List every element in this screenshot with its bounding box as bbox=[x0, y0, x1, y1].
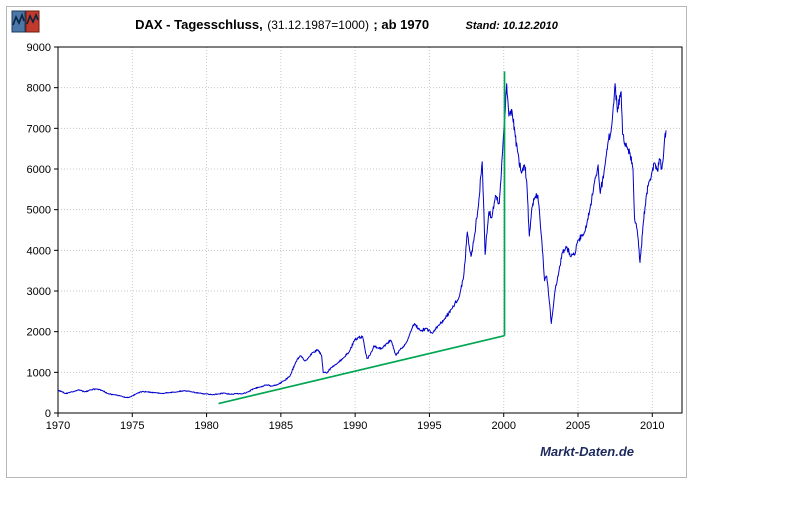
x-axis-label: 1990 bbox=[343, 420, 367, 432]
x-axis-label: 1985 bbox=[269, 420, 293, 432]
chart-title-suffix: ; ab 1970 bbox=[373, 17, 430, 32]
y-axis-label: 9000 bbox=[27, 42, 51, 54]
chart-title-paren: (31.12.1987=1000) bbox=[267, 18, 369, 32]
x-axis-label: 2000 bbox=[491, 420, 515, 432]
chart-frame: DAX - Tagesschluss, (31.12.1987=1000) ; … bbox=[6, 6, 687, 478]
x-axis-label: 1980 bbox=[194, 420, 218, 432]
support-trend-line bbox=[218, 334, 505, 405]
y-axis-label: 7000 bbox=[27, 123, 51, 135]
y-axis-label: 6000 bbox=[27, 164, 51, 176]
y-axis-label: 5000 bbox=[27, 205, 51, 217]
y-axis-label: 0 bbox=[45, 408, 51, 420]
y-axis-label: 2000 bbox=[27, 327, 51, 339]
y-axis-label: 8000 bbox=[27, 83, 51, 95]
x-axis-label: 1975 bbox=[120, 420, 144, 432]
chart-title-main: DAX - Tagesschluss, bbox=[135, 17, 263, 32]
chart-title: DAX - Tagesschluss, (31.12.1987=1000) ; … bbox=[7, 16, 686, 34]
plot-background bbox=[58, 47, 682, 413]
y-axis-label: 4000 bbox=[27, 245, 51, 257]
y-axis-label: 1000 bbox=[27, 367, 51, 379]
logo-icon bbox=[11, 10, 40, 33]
plot-border bbox=[57, 46, 683, 414]
x-axis-label: 2005 bbox=[566, 420, 590, 432]
x-axis-label: 2010 bbox=[640, 420, 664, 432]
x-axis-label: 1970 bbox=[46, 420, 70, 432]
dax-line-chart: 1970 1975 1980 1985 1990 1995 2000 2005 2010 0 100… bbox=[27, 42, 683, 432]
chart-stand-date: Stand: 10.12.2010 bbox=[465, 20, 558, 32]
markt-daten-logo bbox=[11, 10, 41, 39]
x-axis-label: 1995 bbox=[417, 420, 441, 432]
watermark-markt-daten: Markt-Daten.de bbox=[540, 444, 634, 459]
dax-series-line bbox=[58, 83, 667, 399]
y-axis-label: 3000 bbox=[27, 286, 51, 298]
